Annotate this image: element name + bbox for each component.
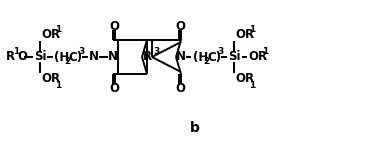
Text: 1: 1 — [55, 81, 61, 90]
Text: 1: 1 — [262, 46, 268, 55]
Text: OR: OR — [248, 50, 267, 63]
Text: OR: OR — [41, 73, 60, 86]
Text: R: R — [6, 50, 15, 63]
Text: 3: 3 — [78, 47, 84, 56]
Text: O: O — [175, 19, 185, 32]
Text: C): C) — [68, 50, 82, 63]
Text: N: N — [89, 50, 99, 63]
Text: OR: OR — [235, 28, 254, 41]
Text: R: R — [142, 50, 152, 63]
Text: C): C) — [207, 50, 221, 63]
Text: N: N — [176, 50, 186, 63]
Text: OR: OR — [41, 28, 60, 41]
Text: 3: 3 — [153, 47, 159, 56]
Text: 1: 1 — [249, 24, 255, 33]
Text: 2: 2 — [64, 57, 70, 66]
Text: Si: Si — [228, 50, 240, 63]
Text: 3: 3 — [217, 47, 223, 56]
Text: (H: (H — [54, 50, 69, 63]
Text: b: b — [190, 121, 200, 135]
Text: 2: 2 — [203, 57, 209, 66]
Text: (H: (H — [193, 50, 208, 63]
Text: O: O — [175, 82, 185, 95]
Text: OR: OR — [235, 73, 254, 86]
Text: O: O — [109, 19, 119, 32]
Text: 1: 1 — [55, 24, 61, 33]
Text: O: O — [109, 82, 119, 95]
Text: N: N — [108, 50, 118, 63]
Text: Si: Si — [34, 50, 46, 63]
Text: 1: 1 — [249, 81, 255, 90]
Text: O: O — [17, 50, 27, 63]
Text: 1: 1 — [13, 47, 19, 56]
